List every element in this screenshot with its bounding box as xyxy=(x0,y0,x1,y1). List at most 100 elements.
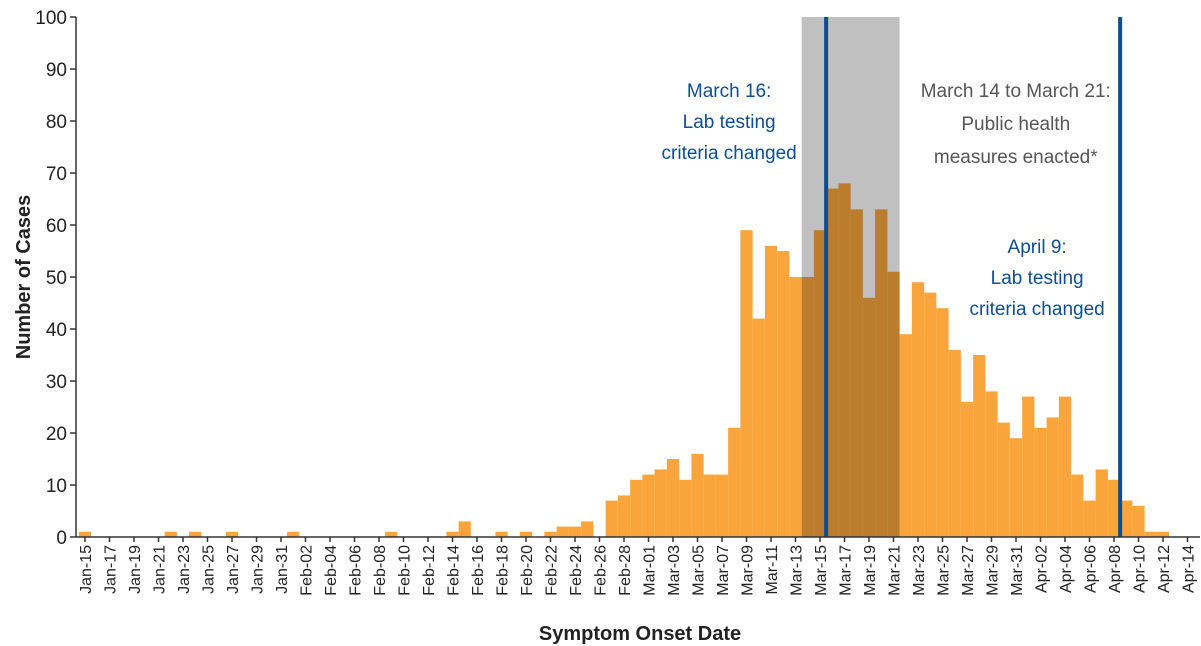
x-tick-label: Mar-17 xyxy=(838,545,855,596)
bar xyxy=(1156,531,1170,537)
bar xyxy=(458,521,471,537)
x-tick-label: Mar-15 xyxy=(813,545,830,596)
bar xyxy=(544,531,557,537)
x-tick-label: Mar-25 xyxy=(936,545,953,596)
x-tick-label: Mar-19 xyxy=(862,545,879,596)
reference-annotation: criteria changed xyxy=(970,299,1105,320)
x-tick-label: Mar-29 xyxy=(985,545,1002,596)
bar xyxy=(728,427,741,537)
bar xyxy=(924,292,937,537)
x-tick-label: Mar-27 xyxy=(960,545,977,596)
x-tick-label: Feb-22 xyxy=(544,545,561,596)
x-axis-title: Symptom Onset Date xyxy=(539,623,741,645)
bar xyxy=(642,474,655,537)
bar xyxy=(495,531,508,537)
bar xyxy=(960,401,974,537)
bar xyxy=(556,526,569,537)
x-tick-label: Mar-31 xyxy=(1009,545,1026,596)
x-tick-label: Mar-11 xyxy=(764,545,781,595)
x-tick-label: Jan-23 xyxy=(176,545,193,594)
x-tick-label: Feb-02 xyxy=(299,545,316,596)
shade-annotation: measures enacted* xyxy=(934,147,1098,168)
reference-annotation: Lab testing xyxy=(991,268,1084,289)
bar xyxy=(740,230,753,537)
y-tick-label: 90 xyxy=(46,60,67,81)
bar xyxy=(1009,438,1023,537)
y-tick-label: 50 xyxy=(46,268,67,289)
x-tick-label: Feb-08 xyxy=(372,545,389,596)
x-tick-label: Feb-12 xyxy=(421,545,438,596)
bar xyxy=(189,531,202,537)
y-axis-title: Number of Cases xyxy=(13,195,35,360)
shade-annotation: March 14 to March 21: xyxy=(921,81,1111,102)
bar xyxy=(225,531,239,537)
bar xyxy=(911,282,925,537)
bar xyxy=(715,474,729,537)
bar xyxy=(605,500,618,537)
bar xyxy=(997,422,1010,537)
x-tick-label: Mar-07 xyxy=(715,545,732,596)
bar xyxy=(789,277,802,537)
reference-annotation: Lab testing xyxy=(683,112,776,133)
bar xyxy=(654,469,667,537)
y-tick-label: 60 xyxy=(46,216,67,237)
x-tick-label: Jan-25 xyxy=(201,545,218,594)
x-tick-label: Jan-15 xyxy=(78,545,95,594)
x-tick-label: Jan-31 xyxy=(274,545,291,594)
bar xyxy=(1132,505,1145,537)
bar xyxy=(703,474,716,537)
bar xyxy=(287,531,300,537)
bar xyxy=(1120,500,1133,537)
x-tick-label: Mar-01 xyxy=(642,545,659,596)
x-tick-label: Jan-21 xyxy=(152,545,169,594)
x-tick-label: Apr-04 xyxy=(1058,545,1075,593)
bar xyxy=(985,391,998,537)
x-tick-label: Feb-28 xyxy=(617,545,634,596)
x-tick-label: Apr-08 xyxy=(1107,545,1124,593)
bar xyxy=(1083,500,1096,537)
bar xyxy=(1046,417,1059,537)
bar xyxy=(679,479,692,537)
y-tick-label: 100 xyxy=(35,8,67,29)
bar xyxy=(752,318,765,537)
x-tick-label: Feb-20 xyxy=(519,545,536,596)
shade-annotation: Public health xyxy=(961,114,1070,135)
bar xyxy=(1034,427,1047,537)
x-tick-label: Jan-17 xyxy=(103,545,120,594)
bar xyxy=(1058,396,1072,537)
x-tick-label: Feb-24 xyxy=(568,545,585,596)
x-tick-label: Mar-13 xyxy=(789,545,806,596)
bar xyxy=(777,251,790,537)
x-tick-label: Apr-06 xyxy=(1083,545,1100,593)
bar xyxy=(1107,479,1121,537)
bar xyxy=(385,531,398,537)
x-tick-label: Feb-16 xyxy=(470,545,487,596)
shaded-period xyxy=(801,17,900,537)
x-tick-label: Feb-26 xyxy=(593,545,610,596)
x-tick-label: Apr-14 xyxy=(1181,545,1198,593)
x-tick-label: Mar-03 xyxy=(666,545,683,596)
x-tick-label: Feb-10 xyxy=(397,545,414,596)
y-tick-label: 20 xyxy=(46,424,67,445)
bar xyxy=(630,479,643,537)
x-tick-label: Feb-14 xyxy=(446,545,463,596)
x-tick-label: Jan-29 xyxy=(250,545,267,594)
x-tick-label: Feb-06 xyxy=(348,545,365,596)
x-tick-label: Jan-27 xyxy=(225,545,242,594)
bar xyxy=(666,459,680,537)
y-tick-label: 70 xyxy=(46,164,67,185)
x-tick-label: Mar-09 xyxy=(740,545,757,596)
y-tick-label: 80 xyxy=(46,112,67,133)
bar xyxy=(899,334,912,537)
x-tick-label: Apr-02 xyxy=(1034,545,1051,593)
reference-annotation: March 16: xyxy=(687,81,771,102)
bar xyxy=(691,453,704,537)
x-tick-label: Feb-18 xyxy=(495,545,512,596)
bar xyxy=(581,521,594,537)
bar xyxy=(568,526,582,537)
x-tick-label: Mar-05 xyxy=(691,545,708,596)
bar xyxy=(1144,531,1157,537)
bar xyxy=(1095,469,1108,537)
bar xyxy=(1022,396,1035,537)
